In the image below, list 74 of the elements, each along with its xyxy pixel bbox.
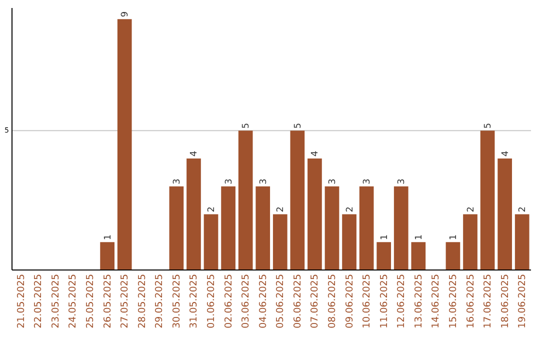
data-label: 3 — [362, 178, 373, 184]
bar — [480, 130, 495, 270]
x-tick-label: 18.06.2025 — [500, 274, 511, 328]
data-label: 3 — [172, 178, 182, 184]
data-label: 1 — [380, 234, 390, 240]
x-tick-label: 07.06.2025 — [310, 274, 321, 328]
data-label: 9 — [120, 11, 131, 18]
data-label: 1 — [448, 234, 459, 240]
x-tick-label: 09.06.2025 — [344, 274, 356, 328]
bar — [342, 214, 356, 270]
x-tick-label: 15.06.2025 — [448, 274, 459, 328]
data-label: 5 — [484, 122, 494, 129]
bar — [394, 186, 408, 270]
bar — [514, 214, 530, 270]
bar — [238, 130, 253, 270]
bar — [290, 130, 305, 270]
data-label: 2 — [466, 206, 476, 212]
bar — [186, 158, 201, 270]
data-label: 2 — [518, 206, 528, 212]
x-tick-label: 12.06.2025 — [396, 274, 408, 328]
bar — [446, 242, 460, 270]
data-label: 5 — [293, 122, 304, 129]
x-tick-label: 19.06.2025 — [517, 274, 528, 328]
data-label: 2 — [276, 206, 286, 212]
bar — [221, 186, 236, 270]
data-label: 3 — [328, 178, 338, 184]
data-label: 4 — [190, 150, 200, 157]
data-label: 3 — [397, 178, 408, 184]
data-label: 1 — [103, 234, 114, 240]
x-tick-label: 26.05.2025 — [102, 274, 114, 328]
x-tick-label: 08.06.2025 — [326, 274, 338, 328]
bar — [272, 214, 288, 270]
x-tick-label: 01.06.2025 — [206, 274, 218, 328]
bar — [117, 19, 132, 270]
x-tick-label: 29.05.2025 — [154, 274, 166, 328]
x-tick-label: 17.06.2025 — [482, 274, 494, 328]
data-label: 3 — [258, 178, 269, 184]
bar — [359, 186, 374, 270]
data-label: 2 — [345, 206, 356, 212]
data-label: 3 — [224, 178, 234, 184]
bar — [169, 186, 184, 270]
x-tick-label: 23.05.2025 — [50, 274, 62, 328]
data-label: 4 — [310, 150, 321, 157]
bar — [411, 242, 426, 270]
x-tick-label: 28.05.2025 — [136, 274, 148, 328]
bar — [256, 186, 270, 270]
x-tick-label: 21.05.2025 — [16, 274, 27, 328]
x-tick-label: 02.06.2025 — [223, 274, 234, 328]
x-tick-label: 22.05.2025 — [33, 274, 44, 328]
x-tick-label: 11.06.2025 — [378, 274, 390, 328]
x-tick-label: 03.06.2025 — [240, 274, 252, 328]
x-tick-label: 24.05.2025 — [68, 274, 79, 328]
x-tick-label: 16.06.2025 — [465, 274, 476, 328]
bar — [204, 214, 218, 270]
bar — [463, 214, 478, 270]
x-tick-label: 04.06.2025 — [258, 274, 269, 328]
x-tick-label: 10.06.2025 — [362, 274, 373, 328]
data-label: 1 — [414, 234, 424, 240]
data-label: 4 — [500, 150, 511, 157]
x-tick-label: 27.05.2025 — [120, 274, 131, 328]
data-label: 5 — [242, 122, 252, 129]
x-tick-label: 25.05.2025 — [85, 274, 96, 328]
x-tick-label: 05.06.2025 — [275, 274, 286, 328]
bar — [100, 242, 114, 270]
x-tick-label: 31.05.2025 — [188, 274, 200, 328]
bar — [308, 158, 322, 270]
bar — [498, 158, 512, 270]
bar — [324, 186, 340, 270]
x-tick-label: 14.06.2025 — [430, 274, 442, 328]
data-label: 2 — [207, 206, 218, 212]
x-tick-label: 06.06.2025 — [292, 274, 304, 328]
bar — [376, 242, 392, 270]
x-tick-label: 13.06.2025 — [413, 274, 424, 328]
x-tick-label: 30.05.2025 — [171, 274, 182, 328]
